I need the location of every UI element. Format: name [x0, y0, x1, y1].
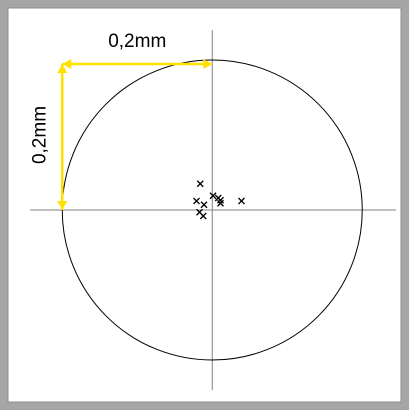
point [200, 201, 208, 209]
point [199, 212, 207, 220]
arrow-head [57, 201, 68, 210]
dimension-label: 0,2mm [29, 106, 50, 164]
arrow-head [62, 59, 72, 69]
point [217, 199, 224, 207]
arrow-head [203, 59, 213, 69]
point [193, 197, 200, 205]
point [238, 197, 245, 205]
point [209, 192, 217, 200]
arrow-head [57, 64, 68, 73]
dimension-label: 0,2mm [108, 31, 166, 52]
point [217, 196, 224, 204]
point [196, 180, 204, 188]
